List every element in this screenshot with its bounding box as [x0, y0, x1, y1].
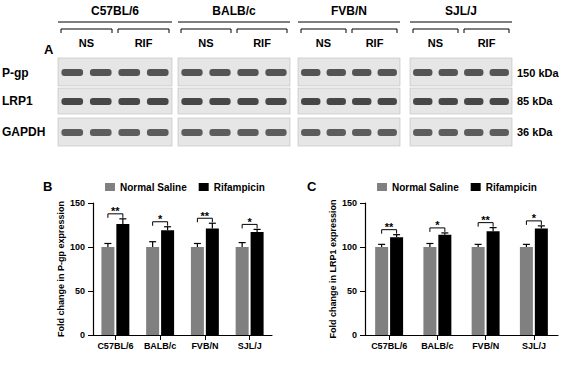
svg-text:*: *: [158, 213, 163, 225]
svg-text:BALB/c: BALB/c: [421, 341, 454, 351]
svg-text:C57BL/6: C57BL/6: [91, 4, 139, 18]
svg-text:**: **: [111, 205, 120, 217]
svg-text:100: 100: [70, 242, 85, 252]
svg-text:150 kDa: 150 kDa: [517, 67, 559, 79]
svg-text:150: 150: [70, 198, 85, 208]
svg-text:LRP1: LRP1: [2, 94, 33, 108]
svg-text:Fold change in LRP1 expression: Fold change in LRP1 expression: [328, 199, 338, 338]
svg-text:Rifampicin: Rifampicin: [486, 182, 537, 193]
svg-text:NS: NS: [428, 37, 443, 49]
svg-text:NS: NS: [79, 37, 94, 49]
svg-text:RIF: RIF: [366, 37, 384, 49]
svg-text:*: *: [435, 219, 440, 231]
svg-text:P-gp: P-gp: [2, 66, 29, 80]
svg-text:RIF: RIF: [253, 37, 271, 49]
svg-text:36 kDa: 36 kDa: [517, 126, 553, 138]
svg-text:0: 0: [80, 330, 85, 340]
svg-text:Normal Saline: Normal Saline: [120, 182, 187, 193]
svg-text:RIF: RIF: [135, 37, 153, 49]
svg-text:RIF: RIF: [478, 37, 496, 49]
svg-text:0: 0: [352, 330, 357, 340]
svg-text:SJL/J: SJL/J: [522, 341, 546, 351]
svg-text:50: 50: [75, 286, 85, 296]
svg-text:FVB/N: FVB/N: [191, 341, 218, 351]
svg-text:BALB/c: BALB/c: [144, 341, 177, 351]
svg-text:B: B: [43, 179, 52, 194]
svg-text:**: **: [385, 221, 394, 233]
svg-text:**: **: [201, 210, 210, 222]
svg-text:C57BL/6: C57BL/6: [371, 341, 407, 351]
svg-text:Normal Saline: Normal Saline: [392, 182, 459, 193]
svg-text:BALB/c: BALB/c: [212, 4, 256, 18]
svg-text:A: A: [44, 42, 54, 57]
svg-text:*: *: [247, 216, 252, 228]
svg-text:*: *: [532, 212, 537, 224]
svg-text:C57BL/6: C57BL/6: [97, 341, 133, 351]
svg-text:85 kDa: 85 kDa: [517, 95, 553, 107]
svg-text:Rifampicin: Rifampicin: [214, 182, 265, 193]
svg-text:FVB/N: FVB/N: [331, 4, 367, 18]
svg-text:**: **: [481, 214, 490, 226]
svg-text:C: C: [307, 179, 317, 194]
svg-text:GAPDH: GAPDH: [2, 125, 45, 139]
svg-text:SJL/J: SJL/J: [445, 4, 477, 18]
svg-text:50: 50: [347, 286, 357, 296]
svg-text:150: 150: [342, 198, 357, 208]
svg-text:FVB/N: FVB/N: [472, 341, 499, 351]
svg-text:NS: NS: [316, 37, 331, 49]
svg-text:Fold change in P-gp expression: Fold change in P-gp expression: [56, 201, 66, 337]
svg-text:NS: NS: [198, 37, 213, 49]
svg-text:SJL/J: SJL/J: [238, 341, 262, 351]
svg-text:100: 100: [342, 242, 357, 252]
